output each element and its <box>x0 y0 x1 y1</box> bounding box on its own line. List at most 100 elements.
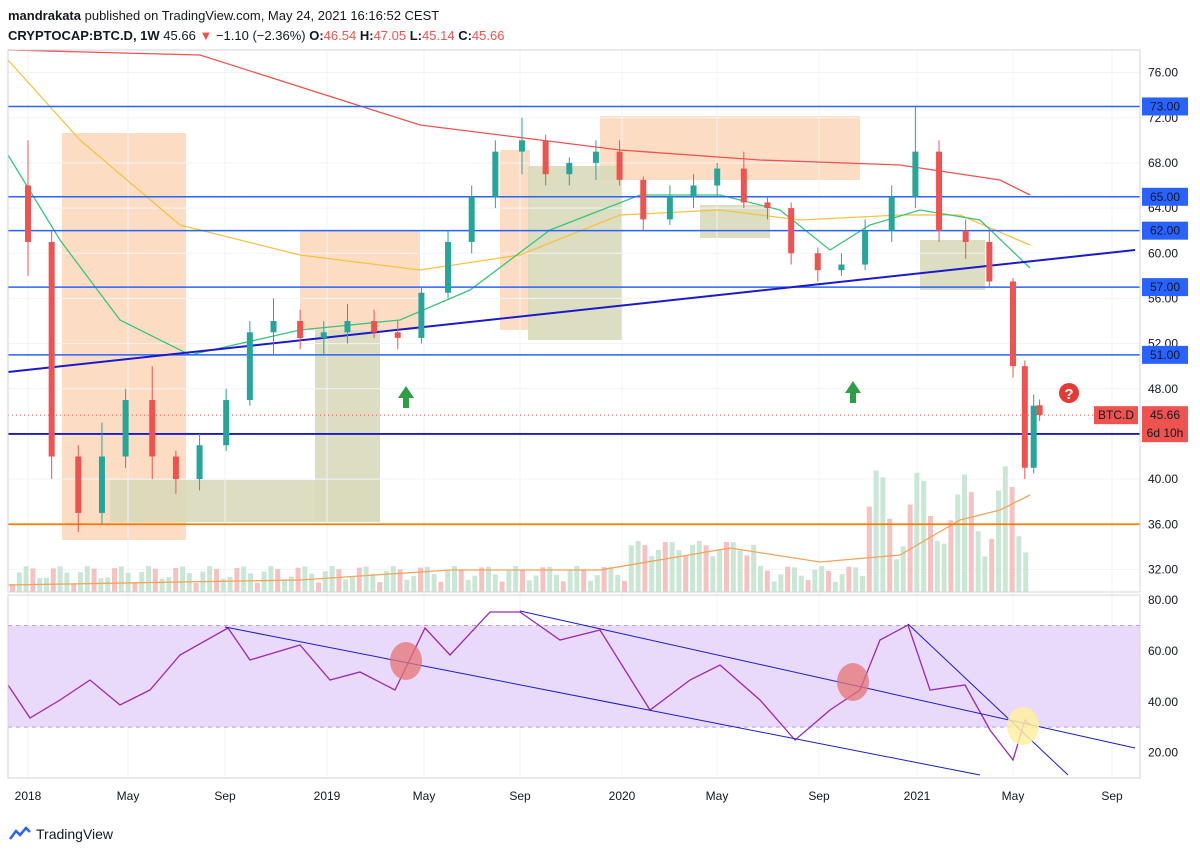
volume-bar <box>404 579 410 592</box>
publish-line: mandrakata published on TradingView.com,… <box>8 6 504 26</box>
y-tick-label: 48.00 <box>1148 382 1178 396</box>
zone-peach <box>500 150 530 330</box>
volume-bar <box>336 569 342 592</box>
zone-peach <box>300 230 420 330</box>
volume-bar <box>356 567 362 592</box>
volume-bar <box>112 568 117 592</box>
question-mark-glyph: ? <box>1064 386 1073 403</box>
volume-bar <box>220 578 226 592</box>
candle-body <box>48 241 55 457</box>
volume-bar <box>588 580 593 592</box>
volume-bar <box>567 570 573 592</box>
symbol-label[interactable]: CRYPTOCAP:BTC.D, 1W <box>8 28 160 43</box>
candle-body <box>468 196 475 242</box>
volume-bar <box>574 566 580 592</box>
candle-body <box>592 151 599 163</box>
volume-bar <box>880 477 886 592</box>
volume-bar <box>798 575 804 592</box>
volume-bar <box>261 571 267 592</box>
shaded-zones <box>62 116 985 540</box>
volume-bar <box>1016 536 1022 592</box>
volume-bar <box>540 567 546 592</box>
volume-bar <box>703 545 709 592</box>
zone-peach <box>62 133 186 540</box>
zone-olive <box>315 330 380 522</box>
volume-bar <box>628 545 634 592</box>
volume-bar <box>622 580 627 592</box>
volume-bar <box>30 568 36 592</box>
candle-body <box>1010 281 1016 367</box>
ma-slow-line <box>7 49 1031 196</box>
volume-bar <box>377 582 383 592</box>
change-value: −1.10 (−2.36%) <box>215 28 306 43</box>
volume-bar <box>214 568 219 592</box>
volume-bar <box>656 549 661 592</box>
publisher-name[interactable]: mandrakata <box>8 8 81 23</box>
candle-body <box>690 185 697 197</box>
tradingview-logo-icon <box>9 826 31 840</box>
high-value: 47.05 <box>373 28 407 43</box>
candle-body <box>320 332 327 338</box>
candle-body <box>1030 405 1037 468</box>
question-mark-icon <box>1059 383 1079 403</box>
low-label: L: <box>409 28 423 43</box>
level-label: 65.00 <box>1150 190 1180 204</box>
zone-olive <box>920 240 985 290</box>
volume-bar <box>921 480 927 592</box>
rsi-tick-label: 80.00 <box>1148 593 1178 607</box>
tradingview-logo[interactable]: TradingView <box>8 826 113 842</box>
volume-bar <box>771 581 777 592</box>
volume-bar <box>98 578 104 592</box>
y-tick-label: 40.00 <box>1148 472 1178 486</box>
price-pane-frame <box>7 49 1141 593</box>
volume-bar <box>492 574 498 592</box>
moving-averages <box>7 49 1031 586</box>
volume-bar <box>452 566 457 592</box>
rsi-trendline-steep <box>907 623 1069 776</box>
volume-bar <box>465 580 471 592</box>
candle-body <box>1036 405 1043 416</box>
candle-body <box>418 292 425 338</box>
candle-body <box>814 253 821 271</box>
candle-body <box>297 321 304 338</box>
zone-peach <box>600 116 860 180</box>
volume-bar <box>635 541 641 592</box>
candle-body <box>788 208 795 254</box>
high-label: H: <box>359 28 374 43</box>
volume-bar <box>812 569 818 592</box>
x-tick-label: 2020 <box>609 789 636 803</box>
volume-bar <box>554 574 559 592</box>
candle-body <box>98 456 105 513</box>
volume-bar <box>1002 466 1008 592</box>
close-label: C: <box>458 28 472 43</box>
volume-bar <box>805 580 811 592</box>
y-tick-label: 76.00 <box>1148 66 1178 80</box>
volume-bar <box>146 566 151 592</box>
volume-bar <box>690 545 695 592</box>
horizontal-levels[interactable] <box>7 105 1140 526</box>
volume-bar <box>513 566 519 592</box>
volume-bar <box>363 566 369 592</box>
volume-bar <box>350 576 355 592</box>
rsi-trendline-lower <box>224 626 981 776</box>
candle-body <box>764 202 771 209</box>
volume-bar <box>914 472 920 592</box>
volume-bar <box>724 541 729 592</box>
volume-bar <box>329 566 335 592</box>
candle-body <box>888 196 895 231</box>
volume-bar <box>560 581 566 592</box>
candle-body <box>666 196 673 220</box>
change-arrow: ▼ <box>199 28 213 43</box>
rsi-highlight-circle <box>390 642 422 680</box>
volume-bar <box>764 570 770 592</box>
volume-bar <box>975 531 981 592</box>
volume-bar <box>730 542 736 592</box>
x-tick-label: May <box>413 789 436 803</box>
x-tick-label: May <box>117 789 140 803</box>
candle-body <box>838 264 845 271</box>
candle-body <box>714 168 721 186</box>
rsi-tick-label: 60.00 <box>1148 644 1178 658</box>
volume-bar <box>445 570 451 592</box>
rsi-tick-label: 40.00 <box>1148 695 1178 709</box>
